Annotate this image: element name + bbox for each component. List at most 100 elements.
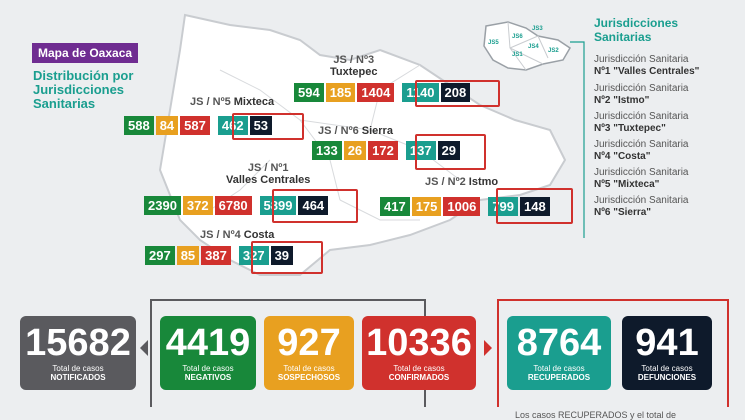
minimap-label: JS2	[548, 48, 559, 54]
js4-row: 297 85 387 327 39	[145, 246, 294, 265]
js5-confirmed: 587	[180, 116, 210, 135]
js5-label: JS / Nº5 Mixteca	[190, 96, 274, 108]
legend-item-js6: Jurisdicción Sanitaria Nº6 "Sierra"	[594, 195, 689, 219]
js1-frame	[272, 189, 358, 223]
legend-item-js4: Jurisdicción Sanitaria Nº4 "Costa"	[594, 139, 689, 163]
js1-name: Valles Centrales	[226, 174, 311, 186]
total-recovered-label: Total de casos	[533, 364, 585, 373]
map-tag: Mapa de Oaxaca	[32, 43, 139, 63]
minimap-label: JS5	[488, 40, 499, 46]
js3-recovered: 1140	[402, 83, 439, 102]
js3-suspect: 185	[325, 83, 356, 102]
total-notified-category: NOTIFICADOS	[50, 373, 106, 382]
subtitle-line: Distribución por	[33, 68, 134, 83]
legend-title-line: Sanitarias	[594, 30, 652, 44]
js5-name: Mixteca	[233, 96, 275, 108]
total-negative: 4419 Total de casos NEGATIVOS	[160, 316, 256, 390]
total-confirmed-category: CONFIRMADOS	[388, 373, 450, 382]
legend-item-line: Jurisdicción Sanitaria	[594, 167, 689, 178]
js3-label: JS / Nº3 Tuxtepec	[330, 54, 377, 78]
legend-title-line: Jurisdicciones	[594, 16, 679, 30]
js2-deaths: 148	[520, 197, 550, 216]
total-notified-label: Total de casos	[52, 364, 104, 373]
legend-item-line: Jurisdicción Sanitaria	[594, 83, 689, 94]
js5-deaths: 53	[249, 116, 273, 135]
total-suspect-label: Total de casos	[283, 364, 335, 373]
legend-item-js2: Jurisdicción Sanitaria Nº2 "Istmo"	[594, 83, 689, 107]
js1-negative: 2390	[144, 196, 181, 215]
js4-name: Costa	[243, 229, 275, 241]
js3-prefix: JS / Nº3	[333, 54, 375, 66]
total-recovered-value: 8764	[516, 322, 602, 364]
minimap-label: JS6	[512, 34, 523, 40]
minimap: JS5 JS6 JS3 JS1 JS2 JS4	[483, 21, 572, 71]
total-deaths-value: 941	[635, 322, 699, 364]
legend-connector	[570, 41, 585, 238]
legend-item-line: Jurisdicción Sanitaria	[594, 195, 689, 206]
legend-item-name: Nº6 "Sierra"	[594, 207, 652, 218]
total-confirmed-label: Total de casos	[393, 364, 445, 373]
js2-label: JS / Nº2 Istmo	[425, 176, 498, 188]
js2-prefix: JS / Nº2	[425, 176, 466, 188]
js6-negative: 133	[312, 141, 342, 160]
js4-suspect: 85	[176, 246, 200, 265]
legend-item-js3: Jurisdicción Sanitaria Nº3 "Tuxtepec"	[594, 111, 689, 135]
total-recovered-category: RECUPERADOS	[527, 373, 591, 382]
total-confirmed: 10336 Total de casos CONFIRMADOS	[362, 316, 476, 390]
js1-row: 2390 372 6780 5899 464	[144, 196, 329, 215]
total-negative-value: 4419	[165, 322, 251, 364]
legend-item-name: Nº4 "Costa"	[594, 151, 651, 162]
js6-deaths: 29	[437, 141, 461, 160]
js1-prefix: JS / Nº1	[247, 162, 289, 174]
total-suspect: 927 Total de casos SOSPECHOSOS	[264, 316, 354, 390]
js4-negative: 297	[145, 246, 175, 265]
arrow-left-icon	[140, 340, 148, 356]
js6-suspect: 26	[343, 141, 367, 160]
js3-name: Tuxtepec	[330, 66, 378, 78]
legend-item-name: Nº2 "Istmo"	[594, 95, 650, 106]
js6-name: Sierra	[361, 125, 393, 137]
legend-item-name: Nº5 "Mixteca"	[594, 179, 660, 190]
js1-recovered: 5899	[259, 196, 297, 215]
outcomes-frame	[497, 299, 729, 407]
legend-item-js5: Jurisdicción Sanitaria Nº5 "Mixteca"	[594, 167, 689, 191]
total-notified-value: 15682	[25, 322, 131, 364]
js4-prefix: JS / Nº4	[200, 229, 241, 241]
js3-negative: 594	[294, 83, 324, 102]
map-subtitle: Distribución por Jurisdicciones Sanitari…	[33, 69, 133, 111]
js1-suspect: 372	[182, 196, 213, 215]
js2-negative: 417	[380, 197, 410, 216]
js3-confirmed: 1404	[357, 83, 395, 102]
js3-deaths: 208	[440, 83, 471, 102]
js2-frame	[496, 188, 573, 224]
total-suspect-category: SOSPECHOSOS	[277, 373, 341, 382]
js1-deaths: 464	[298, 196, 329, 215]
total-deaths-label: Total de casos	[641, 364, 693, 373]
minimap-label: JS3	[532, 26, 543, 32]
js4-deaths: 39	[270, 246, 294, 265]
js5-suspect: 84	[155, 116, 179, 135]
js2-suspect: 175	[411, 197, 442, 216]
js5-negative: 588	[124, 116, 154, 135]
js1-confirmed: 6780	[214, 196, 252, 215]
js6-row: 133 26 172 137 29	[312, 141, 461, 160]
total-suspect-value: 927	[277, 322, 341, 364]
legend-item-line: Jurisdicción Sanitaria	[594, 54, 689, 65]
total-confirmed-value: 10336	[366, 322, 472, 364]
legend-item-js1: Jurisdicción Sanitaria Nº1 "Valles Centr…	[594, 54, 699, 78]
js6-frame	[415, 134, 486, 170]
arrow-right-icon	[484, 340, 492, 356]
minimap-label: JS4	[528, 44, 539, 50]
js6-confirmed: 172	[368, 141, 398, 160]
legend-item-name: Nº3 "Tuxtepec"	[594, 123, 666, 134]
js2-confirmed: 1006	[443, 197, 481, 216]
legend-title: Jurisdicciones Sanitarias	[594, 16, 678, 44]
footer-note: Los casos RECUPERADOS y el total de	[515, 410, 677, 420]
legend-item-name: Nº1 "Valles Centrales"	[594, 66, 700, 77]
js6-label: JS / Nº6 Sierra	[318, 125, 393, 137]
minimap-label: JS1	[512, 52, 523, 58]
js5-row: 588 84 587 462 53	[124, 116, 273, 135]
subtitle-line: Jurisdicciones	[33, 82, 125, 97]
total-deaths-category: DEFUNCIONES	[637, 373, 697, 382]
total-recovered: 8764 Total de casos RECUPERADOS	[507, 316, 611, 390]
